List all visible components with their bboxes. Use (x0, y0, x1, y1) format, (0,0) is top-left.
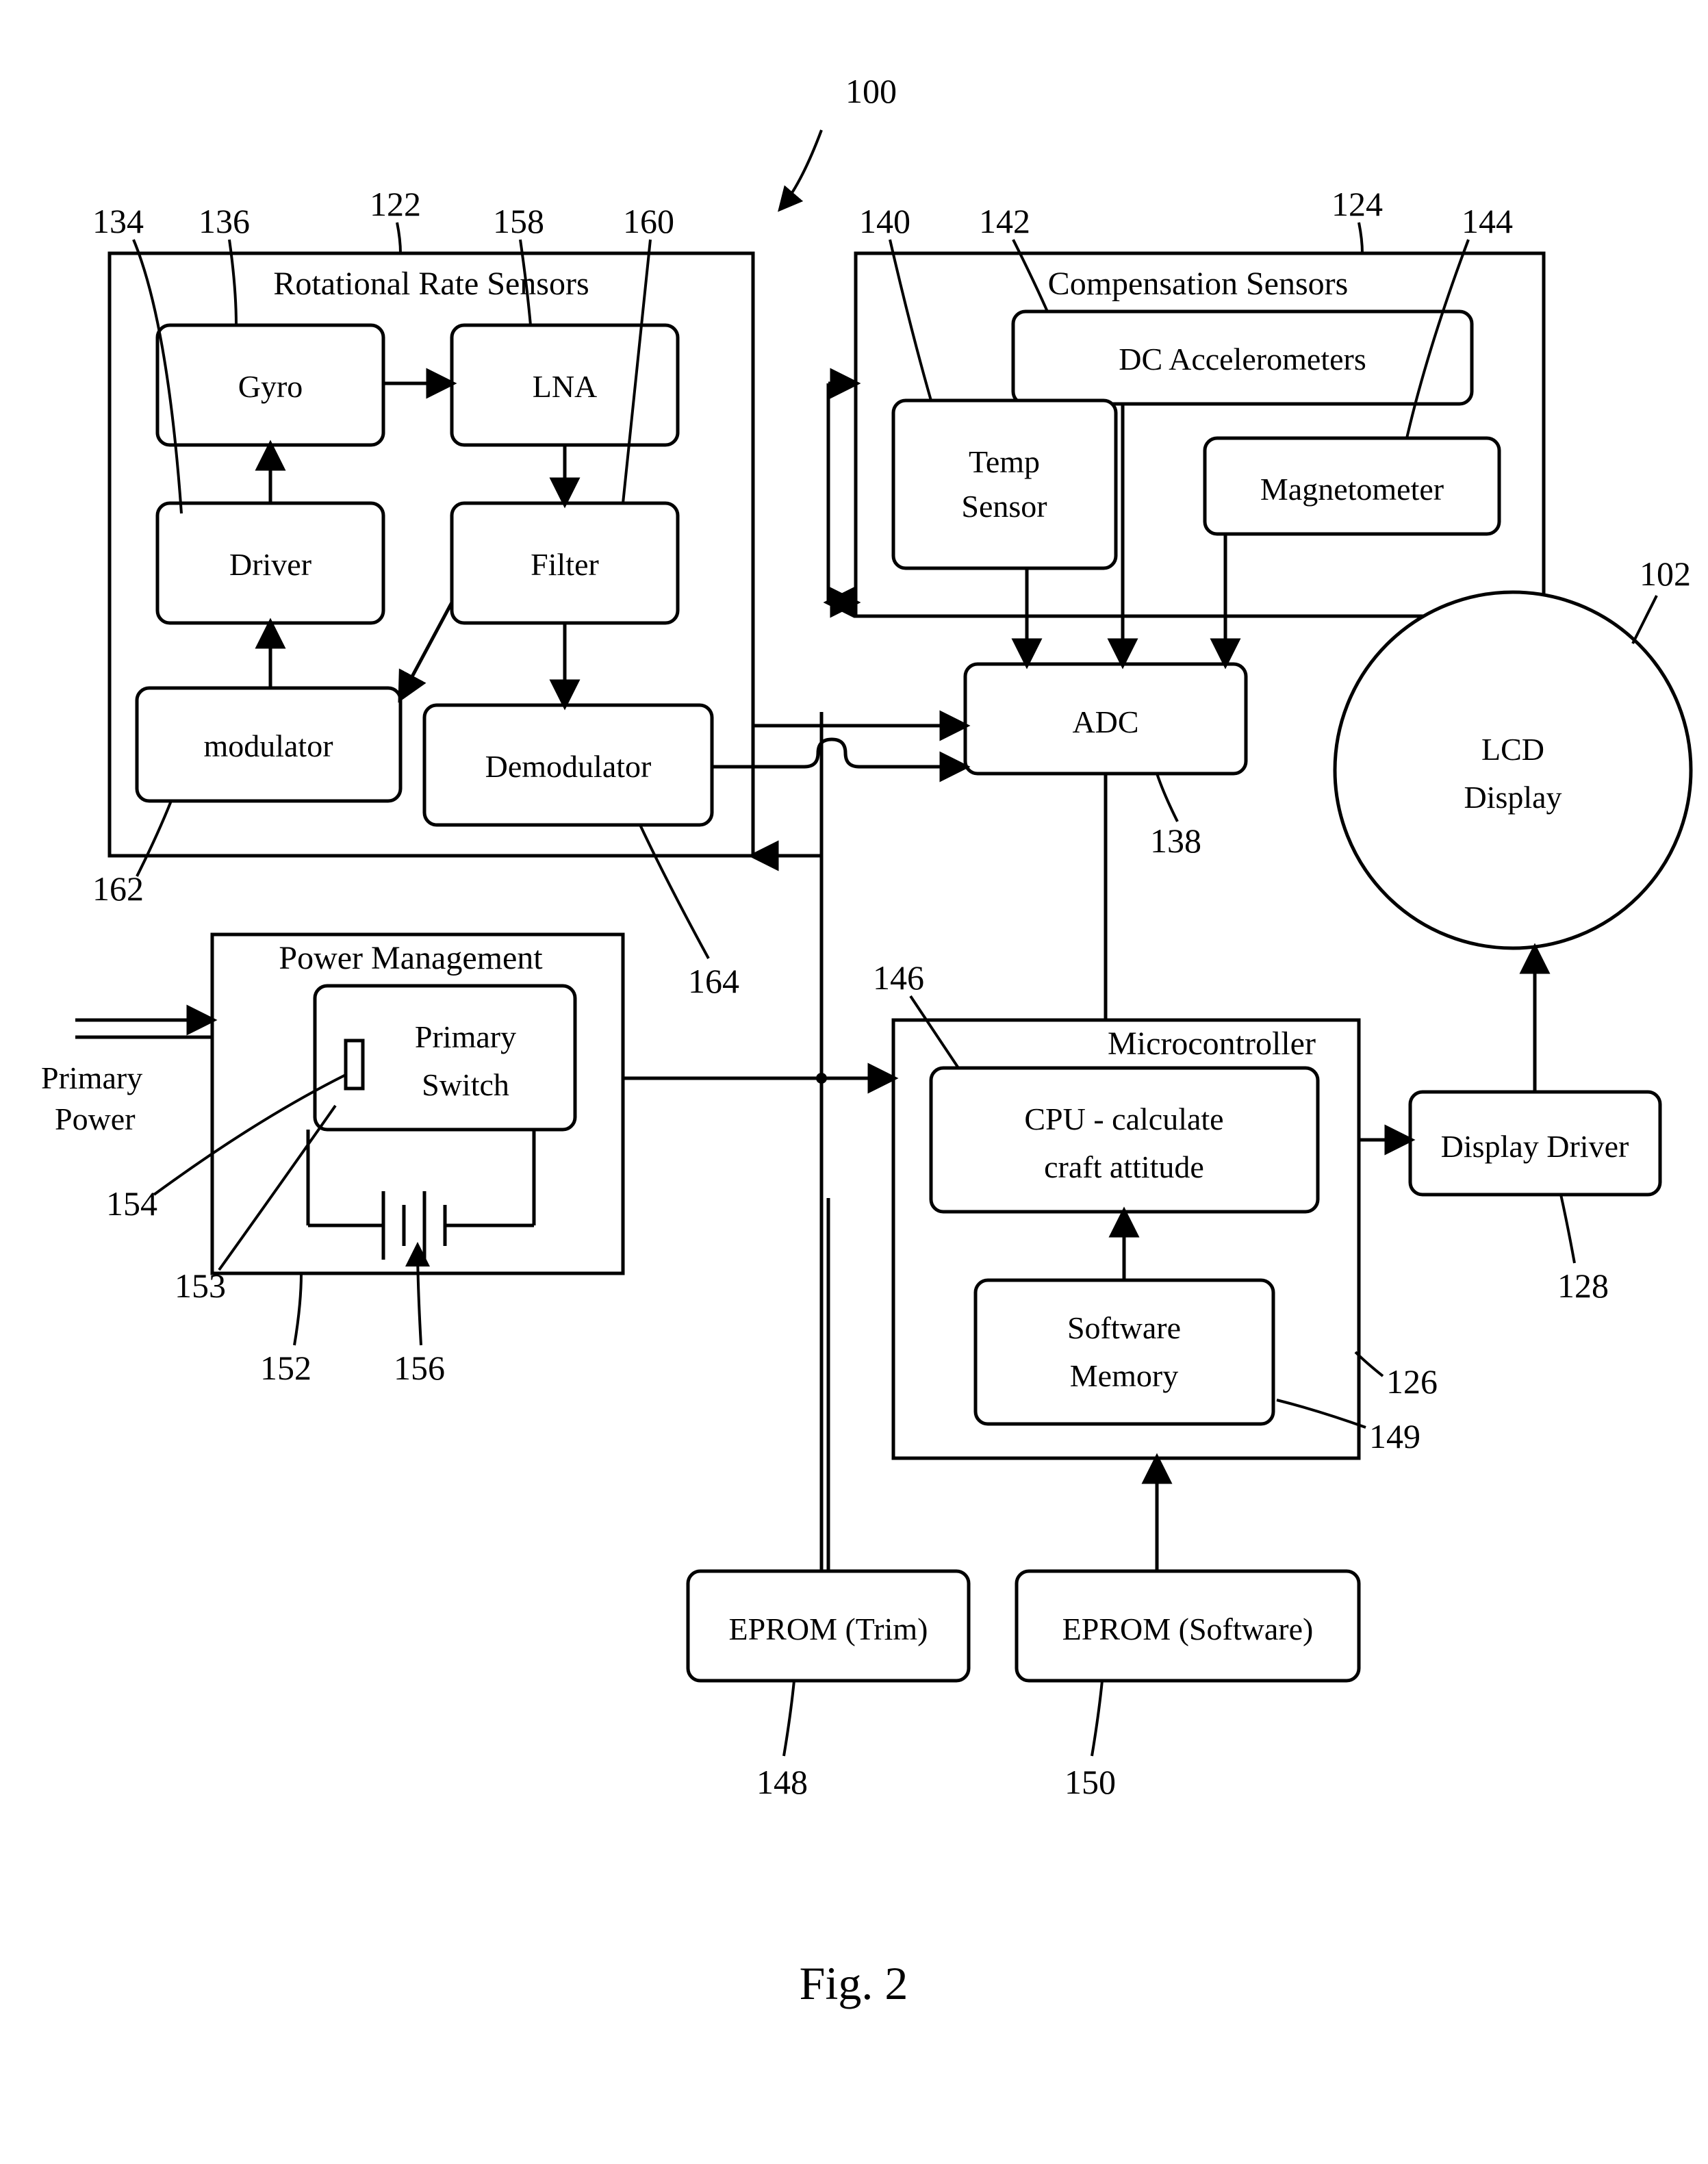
cpu-label1: CPU - calculate (1024, 1102, 1223, 1136)
ref-126: 126 (1386, 1362, 1438, 1401)
ref-158: 158 (493, 202, 544, 240)
lead-150 (1092, 1681, 1102, 1756)
accel-label: DC Accelerometers (1119, 342, 1366, 377)
ref-140: 140 (859, 202, 910, 240)
figure-caption: Fig. 2 (800, 1957, 908, 2009)
ref-154: 154 (106, 1184, 157, 1223)
demodulator-label: Demodulator (485, 749, 652, 784)
ref-138: 138 (1150, 822, 1201, 860)
ref-122: 122 (370, 185, 421, 223)
ref-152: 152 (260, 1349, 311, 1387)
mem-label2: Memory (1070, 1358, 1178, 1393)
eprom-trim-label: EPROM (Trim) (729, 1612, 928, 1646)
switch-label2: Switch (422, 1067, 509, 1102)
temp-box (893, 400, 1116, 568)
lna-label: LNA (533, 369, 598, 404)
adc-label: ADC (1072, 704, 1138, 739)
ref-149: 149 (1369, 1417, 1420, 1455)
lead-152 (294, 1273, 301, 1345)
ref-150: 150 (1065, 1763, 1116, 1801)
filter-label: Filter (531, 547, 599, 582)
ref-136: 136 (199, 202, 250, 240)
driver-label: Driver (229, 547, 311, 582)
temp-label2: Sensor (961, 489, 1047, 524)
ref-124: 124 (1331, 185, 1383, 223)
ref-134: 134 (92, 202, 144, 240)
temp-label1: Temp (969, 444, 1040, 479)
lead-overall (780, 130, 821, 209)
mcu-group: Microcontroller CPU - calculate craft at… (893, 1020, 1359, 1458)
lead-122 (397, 222, 400, 253)
modulator-label: modulator (203, 728, 333, 763)
ref-153: 153 (175, 1266, 226, 1305)
switch-label1: Primary (415, 1019, 516, 1054)
ref-142: 142 (979, 202, 1030, 240)
compensation-title: Compensation Sensors (1048, 266, 1349, 302)
rotational-group: Rotational Rate Sensors Gyro LNA Driver … (110, 253, 753, 856)
rotational-title: Rotational Rate Sensors (273, 266, 589, 302)
ref-102: 102 (1640, 555, 1691, 593)
gyro-label: Gyro (238, 369, 303, 404)
cpu-label2: craft attitude (1044, 1149, 1204, 1184)
ref-144: 144 (1462, 202, 1513, 240)
primary-power-2: Power (55, 1102, 136, 1136)
cpu-box (931, 1068, 1318, 1212)
mcu-title: Microcontroller (1108, 1026, 1316, 1062)
lcd-circle (1335, 592, 1691, 948)
power-title: Power Management (279, 940, 543, 976)
primary-power-1: Primary (41, 1060, 142, 1095)
ref-156: 156 (394, 1349, 445, 1387)
ref-overall: 100 (845, 72, 897, 110)
lcd-label1: LCD (1481, 732, 1544, 767)
mem-box (976, 1280, 1273, 1424)
ref-160: 160 (623, 202, 674, 240)
ref-164: 164 (688, 962, 739, 1000)
ref-128: 128 (1557, 1266, 1609, 1305)
magnet-label: Magnetometer (1260, 472, 1444, 507)
lead-102 (1633, 596, 1657, 644)
ref-148: 148 (756, 1763, 808, 1801)
switch-box (315, 986, 575, 1130)
lead-128 (1561, 1195, 1575, 1263)
lead-148 (784, 1681, 794, 1756)
eprom-sw-label: EPROM (Software) (1062, 1612, 1314, 1646)
compensation-group: Compensation Sensors DC Accelerometers T… (856, 253, 1544, 616)
display-driver-label: Display Driver (1441, 1129, 1629, 1164)
diagram-canvas: 100 Rotational Rate Sensors Gyro LNA Dri… (0, 0, 1708, 2164)
lead-138 (1157, 774, 1177, 822)
lcd-label2: Display (1464, 780, 1562, 815)
lead-124 (1359, 222, 1362, 253)
ref-146: 146 (873, 958, 924, 997)
mem-label1: Software (1067, 1310, 1181, 1345)
